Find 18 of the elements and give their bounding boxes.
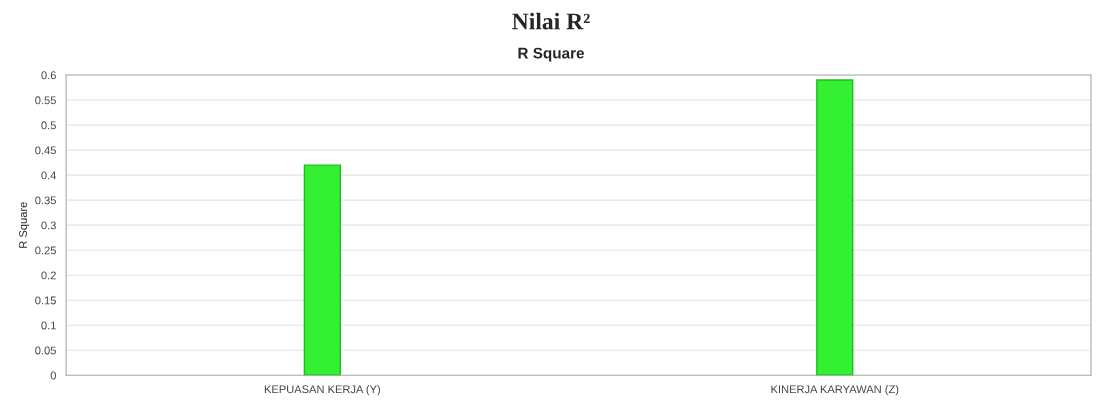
y-tick-label: 0.35	[35, 196, 56, 205]
y-tick-label: 0.55	[35, 96, 56, 105]
y-tick-label: 0.25	[35, 246, 56, 255]
y-tick-label: 0.2	[41, 271, 56, 280]
x-tick-label: KEPUASAN KERJA (Y)	[264, 385, 380, 396]
y-axis-title: R Square	[19, 202, 30, 248]
y-tick-label: 0.3	[41, 221, 56, 230]
y-tick-label: 0.15	[35, 296, 56, 305]
y-tick-label: 0.05	[35, 346, 56, 355]
chart-subtitle: R Square	[518, 47, 585, 62]
y-tick-label: 0.4	[41, 171, 57, 180]
y-tick-label: 0.6	[41, 71, 56, 80]
y-tick-label: 0	[50, 371, 56, 380]
x-tick-label: KINERJA KARYAWAN (Z)	[771, 385, 899, 396]
y-tick-label: 0.45	[35, 146, 56, 155]
y-tick-label: 0.5	[41, 121, 56, 130]
chart-title: Nilai R²	[512, 12, 590, 30]
y-tick-label: 0.1	[41, 321, 56, 330]
